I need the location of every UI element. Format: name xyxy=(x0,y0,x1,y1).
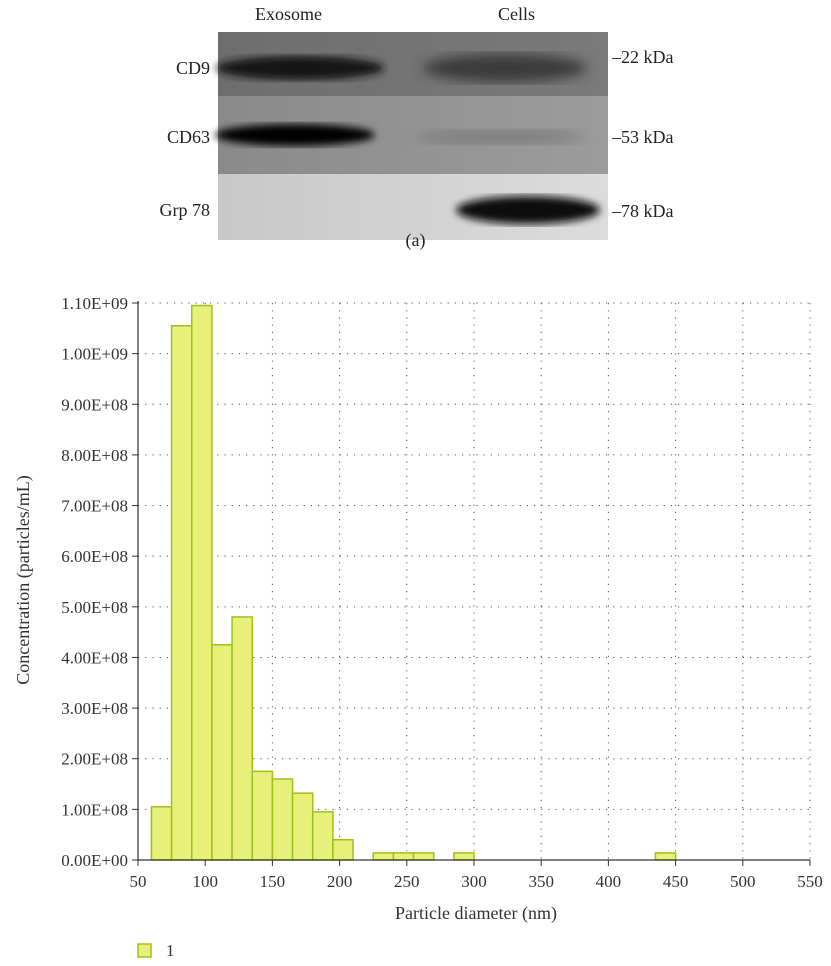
histogram-bar xyxy=(654,852,677,861)
x-tick-label: 300 xyxy=(461,872,487,891)
y-tick-label: 5.00E+08 xyxy=(61,598,128,617)
row-label-grp78: Grp 78 xyxy=(159,200,211,220)
y-tick-label: 1.10E+09 xyxy=(61,294,128,313)
band-cd63-cells xyxy=(415,130,585,144)
histogram-bar xyxy=(453,852,475,861)
y-tick-label: 7.00E+08 xyxy=(61,497,128,516)
y-tick-label: 1.00E+09 xyxy=(61,345,128,364)
panel-label-a: (a) xyxy=(405,230,426,250)
y-axis-label: Concentration (particles/mL) xyxy=(13,475,34,684)
band-grp78-cells xyxy=(456,196,600,224)
y-axis-ticks: 0.00E+00 1.00E+08 2.00E+08 3.00E+08 4.00E+08… xyxy=(61,294,138,870)
column-label-exosome: Exosome xyxy=(255,4,322,24)
x-tick-label: 500 xyxy=(730,872,756,891)
y-tick-label: 1.00E+08 xyxy=(61,800,128,819)
band-cd9-cells xyxy=(423,54,587,82)
kda-label-grp78: –78 kDa xyxy=(612,201,674,221)
y-tick-label: 3.00E+08 xyxy=(61,699,128,718)
histogram-bar xyxy=(150,806,173,861)
blot-image xyxy=(215,32,608,240)
histogram-bar xyxy=(211,644,233,861)
x-tick-label: 400 xyxy=(596,872,622,891)
y-tick-label: 6.00E+08 xyxy=(61,547,128,566)
histogram-bar xyxy=(191,304,213,861)
x-tick-label: 250 xyxy=(394,872,420,891)
western-blot-panel: Exosome Cells CD9 CD63 Grp 78 –22 xyxy=(0,0,831,265)
histogram-bar xyxy=(231,616,253,861)
x-tick-label: 350 xyxy=(528,872,554,891)
histogram-bar xyxy=(170,325,193,861)
y-tick-label: 8.00E+08 xyxy=(61,446,128,465)
y-tick-label: 0.00E+00 xyxy=(61,851,128,870)
kda-label-cd9: –22 kDa xyxy=(612,47,674,67)
x-tick-label: 100 xyxy=(192,872,218,891)
x-tick-label: 150 xyxy=(260,872,286,891)
histogram-bar xyxy=(372,852,395,861)
chart-bars xyxy=(150,304,677,861)
x-tick-label: 450 xyxy=(663,872,689,891)
histogram-bar xyxy=(291,792,314,861)
x-tick-label: 50 xyxy=(130,872,147,891)
histogram-bar xyxy=(332,838,354,861)
x-axis-label: Particle diameter (nm) xyxy=(395,903,557,924)
band-cd63-exosome xyxy=(215,124,375,146)
histogram-bar xyxy=(392,852,415,861)
y-tick-label: 2.00E+08 xyxy=(61,750,128,769)
y-tick-label: 4.00E+08 xyxy=(61,648,128,667)
histogram-bar xyxy=(412,852,435,861)
x-tick-label: 550 xyxy=(797,872,823,891)
kda-label-cd63: –53 kDa xyxy=(612,127,674,147)
x-tick-label: 200 xyxy=(327,872,353,891)
legend-label: 1 xyxy=(166,941,175,960)
histogram-bar xyxy=(251,770,274,861)
column-label-cells: Cells xyxy=(498,4,536,24)
band-cd9-exosome xyxy=(216,56,384,80)
x-axis-ticks: 50 100 150 200 250 300 350 400 450 500 550 xyxy=(130,860,823,891)
legend-swatch xyxy=(137,943,152,958)
histogram-bar xyxy=(311,811,334,861)
row-label-cd63: CD63 xyxy=(166,127,210,147)
y-tick-label: 9.00E+08 xyxy=(61,395,128,414)
histogram-bar xyxy=(271,778,294,861)
row-label-cd9: CD9 xyxy=(175,58,210,78)
